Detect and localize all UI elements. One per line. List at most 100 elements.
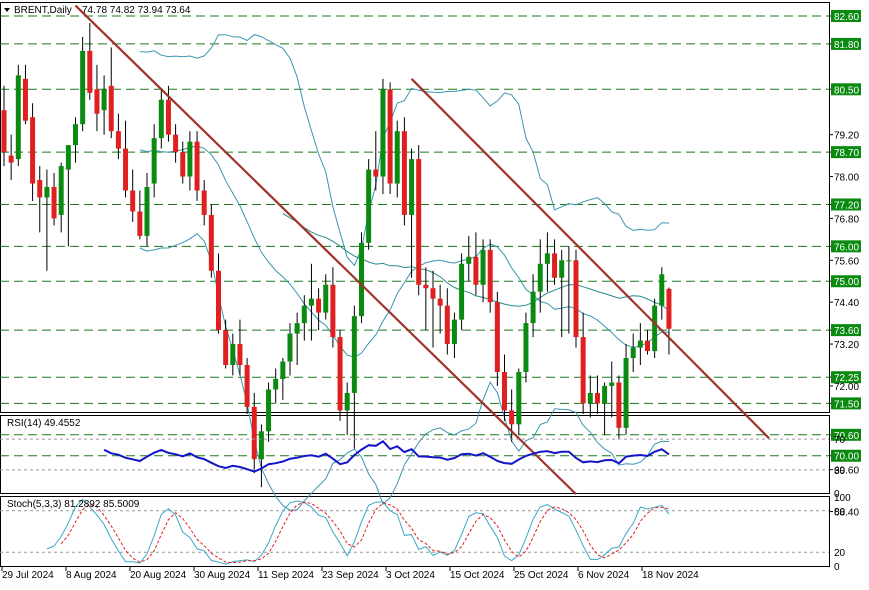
candle: [373, 131, 379, 191]
price-level-tag-label: 72.25: [834, 373, 859, 384]
candle: [516, 368, 522, 435]
candle: [230, 333, 236, 376]
candle-body: [645, 340, 650, 352]
candle-body: [308, 298, 314, 306]
stoch-pane: [0, 496, 830, 567]
candle: [609, 361, 615, 418]
candle-body: [559, 260, 565, 278]
candle: [266, 382, 272, 442]
candle-body: [459, 263, 465, 320]
candle-body: [323, 284, 329, 313]
price-level-tag-label: 70.60: [834, 431, 859, 442]
candle-body: [587, 392, 593, 404]
time-tick-label: 30 Aug 2024: [194, 570, 251, 581]
price-tick-label: 68.40: [834, 508, 859, 519]
candle: [115, 113, 121, 160]
rsi-tick-label: 0: [834, 489, 840, 500]
candle-body: [616, 382, 622, 428]
candle-body: [609, 382, 615, 386]
candle-body: [530, 291, 536, 324]
candle-body: [1, 110, 7, 153]
time-axis: 29 Jul 2024 8 Aug 2024 20 Aug 2024 30 Aug 2…: [1, 567, 699, 581]
candle-body: [301, 305, 307, 324]
candle-body: [151, 138, 157, 184]
candle-body: [316, 298, 322, 313]
candle-body: [123, 148, 129, 191]
chevron-down-icon[interactable]: [4, 8, 10, 12]
time-tick-label: 15 Oct 2024: [450, 570, 505, 581]
candle: [387, 82, 393, 194]
candle: [173, 124, 179, 163]
candle: [645, 330, 650, 355]
candle: [87, 22, 93, 100]
candle: [530, 274, 536, 338]
time-tick-label: 11 Sep 2024: [258, 570, 314, 581]
price-level-tag: [831, 324, 861, 337]
candle: [208, 204, 214, 278]
candle: [623, 344, 629, 435]
candle: [144, 173, 150, 247]
candle-body: [244, 365, 250, 407]
candle-body: [380, 89, 386, 177]
candle: [58, 162, 64, 233]
candle: [237, 319, 243, 376]
candle: [101, 75, 107, 135]
candle-body: [194, 141, 200, 191]
candle: [15, 64, 21, 167]
symbol-label: BRENT,Daily: [14, 5, 72, 16]
candle: [552, 239, 558, 285]
stoch-tick-label: 0: [834, 562, 840, 573]
candle: [401, 117, 407, 226]
candle: [544, 232, 550, 292]
candle: [409, 148, 415, 278]
candle-body: [80, 50, 86, 125]
ohlc-readout: 74.78 74.82 73.94 73.64: [82, 5, 191, 16]
candle-body: [416, 159, 422, 285]
candle-body: [330, 284, 336, 338]
price-level-tag-label: 71.50: [834, 399, 859, 410]
candle: [244, 358, 250, 414]
candle: [587, 375, 593, 418]
candle-body: [394, 131, 400, 184]
time-tick-label: 29 Jul 2024: [2, 570, 54, 581]
candle-body: [173, 134, 179, 153]
candle-body: [208, 214, 214, 271]
candle: [466, 235, 472, 282]
horizontal-levels: [0, 15, 829, 457]
price-level-tag-label: 80.50: [834, 85, 859, 96]
candle: [537, 239, 543, 313]
candle: [416, 145, 422, 296]
candle: [258, 424, 264, 488]
candle-body: [594, 392, 600, 404]
candle-body: [423, 284, 429, 289]
candle-body: [659, 274, 665, 306]
rsi-pane: [0, 415, 830, 494]
candle: [1, 85, 7, 167]
candle: [308, 263, 314, 341]
candle: [158, 89, 164, 149]
candle: [652, 298, 658, 359]
candle-body: [144, 187, 150, 236]
candle: [459, 253, 465, 331]
candle: [573, 249, 579, 348]
trendline: [410, 78, 770, 440]
candle: [216, 253, 221, 334]
price-tick-label: 75.60: [834, 256, 859, 267]
time-tick-label: 25 Oct 2024: [514, 570, 569, 581]
candle: [187, 131, 193, 191]
candle: [566, 246, 572, 334]
candle-body: [30, 117, 36, 184]
candle: [287, 323, 293, 376]
candle: [423, 267, 429, 331]
price-level-tag-label: 81.80: [834, 40, 859, 51]
price-level-tag-label: 70.00: [834, 452, 859, 463]
candle-body: [58, 166, 64, 215]
time-tick-label: 3 Oct 2024: [386, 570, 435, 581]
rsi-tick-label: 70: [834, 435, 846, 446]
candle: [223, 319, 229, 369]
candle-body: [37, 180, 43, 198]
candle-body: [266, 389, 272, 432]
time-tick-label: 18 Nov 2024: [642, 570, 699, 581]
candle: [380, 78, 386, 194]
time-tick-label: 8 Aug 2024: [66, 570, 117, 581]
